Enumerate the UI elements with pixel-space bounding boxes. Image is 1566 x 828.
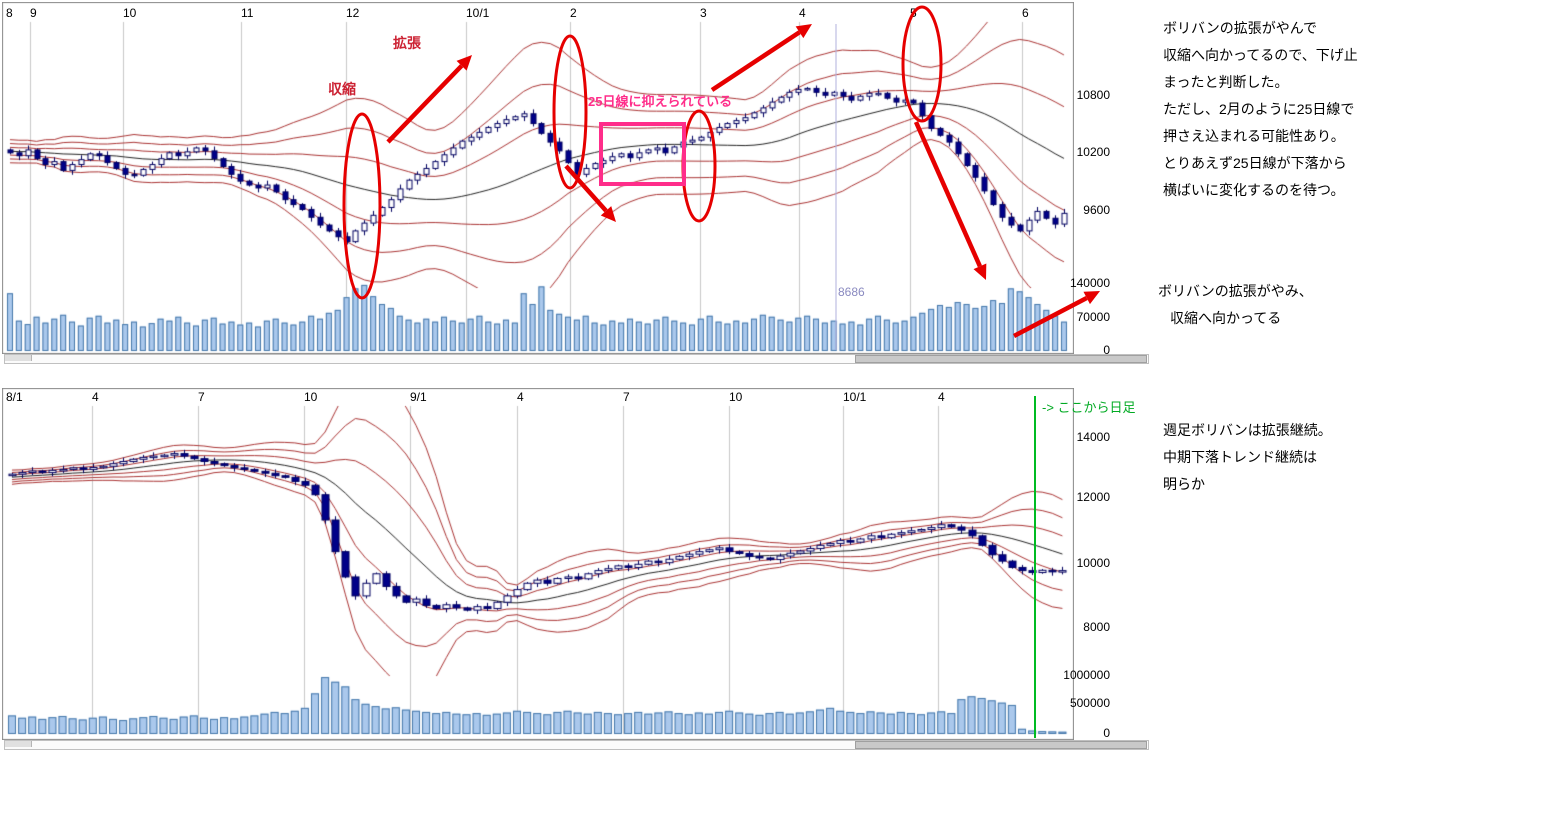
note-line: とりあえず25日線が下落から [1163,155,1347,171]
note-line: ただし、2月のように25日線で [1163,101,1355,117]
scrollbar-thumb[interactable] [855,741,1147,749]
note-line: 横ばいに変化するのを待つ。 [1163,182,1345,198]
scrollbar-left-cap[interactable] [5,741,32,747]
note-line: 明らか [1163,476,1205,492]
weekly-chart-canvas[interactable] [2,388,1074,740]
scrollbar-thumb[interactable] [855,355,1147,363]
note-line: ボリバンの拡張がやんで [1163,20,1317,36]
weekly-chart-scrollbar[interactable] [4,740,1149,750]
note-line: 押さえ込まれる可能性あり。 [1163,128,1345,144]
daily-analysis-note: ボリバンの拡張がやんで 収縮へ向かってるので、下げ止 まったと判断した。 ただし… [1163,15,1358,204]
daily-chart-scrollbar[interactable] [4,354,1149,364]
scrollbar-left-cap[interactable] [5,355,32,361]
daily-chart-canvas[interactable] [2,2,1074,354]
volume-note-line: ボリバンの拡張がやみ、 [1158,283,1313,299]
weekly-analysis-note: 週足ボリバンは拡張継続。 中期下落トレンド継続は 明らか [1163,417,1332,498]
volume-note-line: 収縮へ向かってる [1170,310,1282,326]
arrow-to-volume-note-head [1083,291,1100,305]
note-line: まったと判断した。 [1163,74,1289,90]
note-line: 中期下落トレンド継続は [1163,449,1317,465]
note-line: 週足ボリバンは拡張継続。 [1163,422,1332,438]
note-line: 収縮へ向かってるので、下げ止 [1163,47,1358,63]
